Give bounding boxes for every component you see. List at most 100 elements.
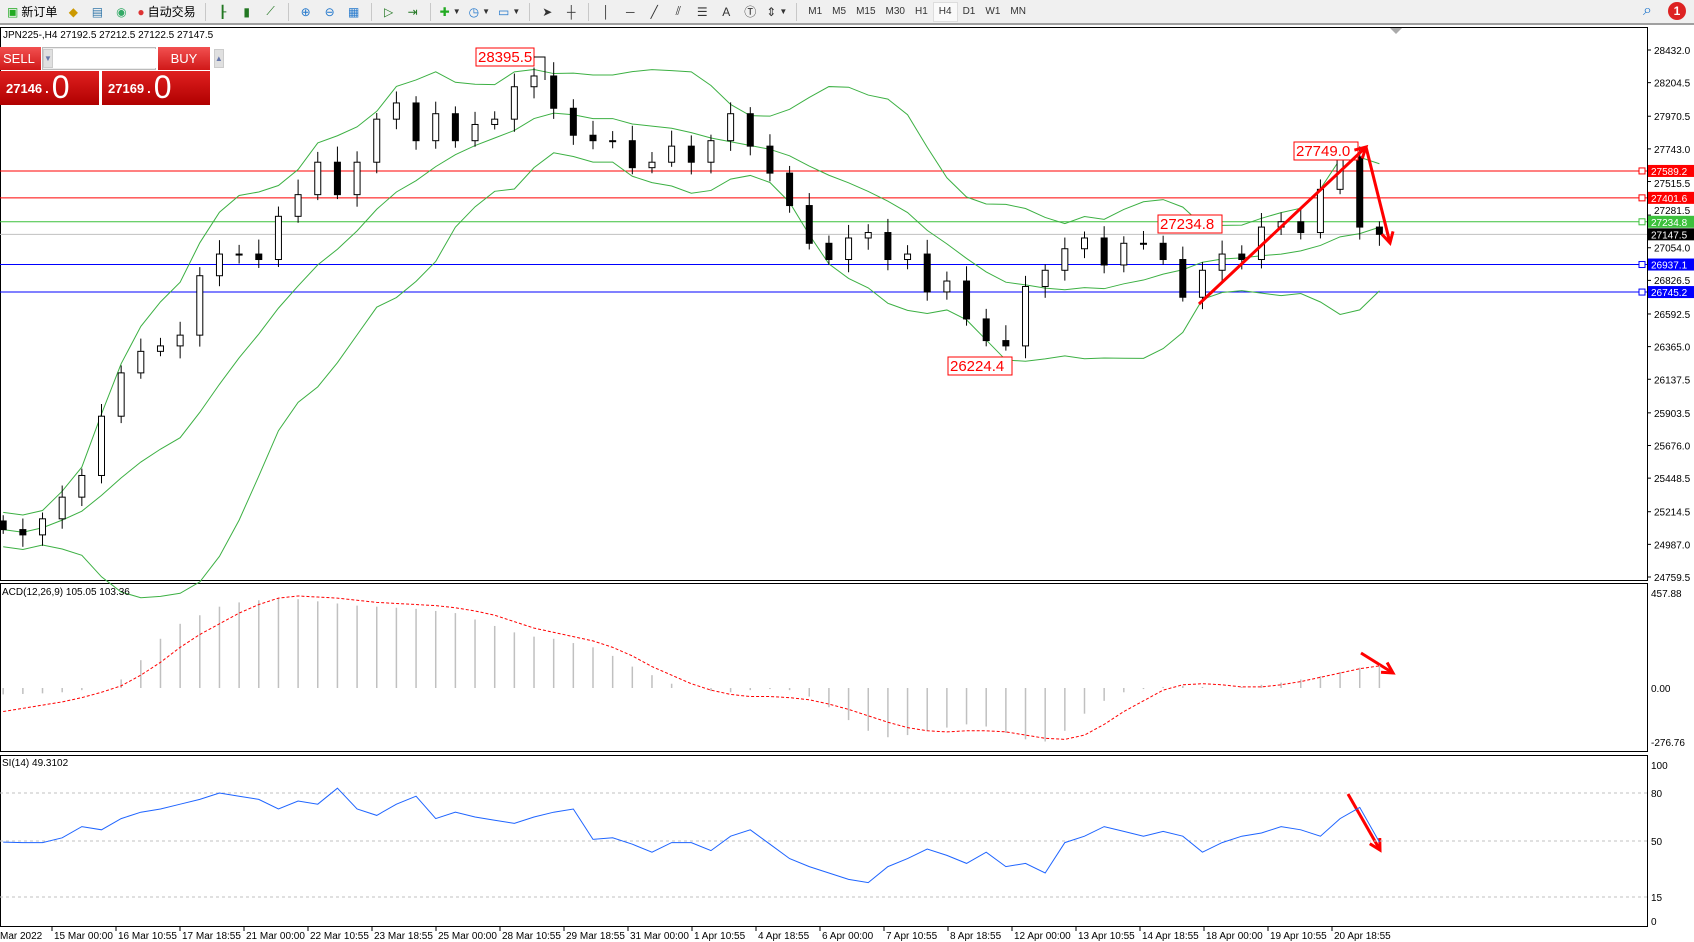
timeframe-m15[interactable]: M15 bbox=[856, 6, 876, 17]
trendline-button[interactable]: ╱ bbox=[643, 2, 665, 22]
time-label: 13 Apr 10:55 bbox=[1078, 931, 1135, 942]
level-handle bbox=[1638, 194, 1646, 202]
text-button[interactable]: A bbox=[715, 2, 737, 22]
timeframe-m1[interactable]: M1 bbox=[808, 6, 823, 17]
crosshair-icon: ┼ bbox=[567, 4, 576, 19]
indicators-button[interactable]: ✚ ▼ bbox=[437, 2, 464, 22]
candle-chart-button[interactable]: ▮ bbox=[236, 2, 258, 22]
candle bbox=[569, 107, 577, 136]
signals-button[interactable]: ▤ bbox=[86, 2, 108, 22]
price-tick-label: 24759.5 bbox=[1654, 573, 1691, 584]
level-label-bg bbox=[1648, 215, 1694, 228]
timeframe-h1[interactable]: H1 bbox=[914, 6, 928, 17]
price-tick-label: 27054.0 bbox=[1654, 244, 1691, 255]
timeframe-h4[interactable]: H4 bbox=[932, 1, 958, 22]
fibonacci-button[interactable]: ☰ bbox=[691, 2, 713, 22]
candle bbox=[255, 253, 263, 261]
chevron-down-icon: ▼ bbox=[452, 7, 461, 16]
candle bbox=[1179, 259, 1187, 298]
candle bbox=[471, 123, 479, 142]
zoom-in-button[interactable]: ⊕ bbox=[295, 2, 317, 22]
time-label: 28 Mar 10:55 bbox=[502, 931, 561, 942]
chart-shift-marker bbox=[1390, 28, 1402, 34]
time-label: 21 Mar 00:00 bbox=[246, 931, 305, 942]
rsi-label: SI(14) 49.3102 bbox=[2, 758, 69, 769]
candle bbox=[923, 253, 931, 293]
divider bbox=[529, 2, 531, 21]
search-icon[interactable]: ⌕ bbox=[1643, 2, 1652, 19]
divider bbox=[796, 2, 798, 21]
time-label: 22 Mar 10:55 bbox=[310, 931, 369, 942]
timeframe-m30[interactable]: M30 bbox=[885, 6, 905, 17]
candle bbox=[845, 237, 853, 261]
auto-scroll-button[interactable]: ▷ bbox=[378, 2, 400, 22]
horizontal-line-button[interactable]: ─ bbox=[619, 2, 641, 22]
indicators-icon: ✚ bbox=[439, 4, 450, 19]
price-tick-label: 27515.5 bbox=[1654, 179, 1691, 190]
arrows-button[interactable]: ⇕ ▼ bbox=[763, 2, 790, 22]
buy-button[interactable]: BUY bbox=[158, 47, 210, 70]
candle bbox=[727, 113, 735, 142]
candle-chart-icon: ▮ bbox=[243, 4, 250, 19]
zoom-out-button[interactable]: ⊖ bbox=[319, 2, 341, 22]
price-chart[interactable]: 28432.0 28204.5 27970.5 27743.0 27515.5 27281… bbox=[0, 27, 1694, 942]
candle bbox=[1022, 285, 1030, 347]
buy-price[interactable]: 27169. 0 bbox=[102, 71, 210, 105]
bollinger-upper bbox=[3, 69, 1380, 516]
time-label: Mar 2022 bbox=[0, 931, 43, 942]
history-center-icon: ◆ bbox=[68, 4, 78, 19]
line-chart-button[interactable]: ⟋ bbox=[260, 2, 282, 22]
time-label: 4 Apr 18:55 bbox=[758, 931, 810, 942]
price-annotation-box bbox=[1157, 214, 1223, 234]
price-tick-label: 24987.0 bbox=[1654, 540, 1691, 551]
chart-shift-button[interactable]: ⇥ bbox=[402, 2, 424, 22]
sell-button[interactable]: SELL bbox=[0, 47, 41, 70]
tile-windows-button[interactable]: ▦ bbox=[343, 2, 365, 22]
periods-button[interactable]: ◷ ▼ bbox=[466, 2, 493, 22]
candle bbox=[58, 496, 66, 520]
text-label-button[interactable]: Ⓣ bbox=[739, 2, 761, 22]
candle bbox=[510, 86, 518, 120]
candle bbox=[746, 113, 754, 147]
candle bbox=[904, 253, 912, 261]
auto-trading-button[interactable]: ● 自动交易 bbox=[137, 4, 196, 20]
rsi-tick-label: 100 bbox=[1651, 761, 1668, 772]
templates-button[interactable]: ▭ ▼ bbox=[495, 2, 523, 22]
price-annotation-box bbox=[947, 356, 1013, 376]
candle bbox=[884, 232, 892, 261]
templates-icon: ▭ bbox=[498, 4, 510, 19]
time-label: 15 Mar 00:00 bbox=[54, 931, 113, 942]
equidistant-channel-button[interactable]: ⫽ bbox=[667, 2, 689, 22]
notification-badge[interactable]: 1 bbox=[1668, 2, 1686, 20]
radio-button[interactable]: ◉ bbox=[110, 2, 132, 22]
price-tick-label: 28204.5 bbox=[1654, 79, 1691, 90]
candle bbox=[530, 75, 538, 88]
sell-price[interactable]: 27146. 0 bbox=[0, 71, 99, 105]
vertical-line-button[interactable]: │ bbox=[595, 2, 617, 22]
new-order-button[interactable]: ▣ 新订单 bbox=[7, 4, 58, 20]
candle bbox=[589, 134, 597, 142]
trendline-icon: ╱ bbox=[650, 4, 658, 19]
main-toolbar: ▣ 新订单 ◆ ▤ ◉ ● 自动交易 ┠ ▮ ⟋ ⊕ ⊖ ▦ ▷ ⇥ ✚ ▼ ◷ ▼ ▭… bbox=[0, 0, 1694, 25]
divider bbox=[429, 2, 431, 21]
timeframe-mn[interactable]: MN bbox=[1010, 6, 1026, 17]
timeframe-w1[interactable]: W1 bbox=[985, 6, 1001, 17]
bar-chart-button[interactable]: ┠ bbox=[212, 2, 234, 22]
level-label-bg bbox=[1648, 191, 1694, 204]
lot-decrease-button[interactable]: ▼ bbox=[43, 49, 53, 68]
crosshair-button[interactable]: ┼ bbox=[560, 2, 582, 22]
downtrend-arrow-head bbox=[1380, 231, 1395, 247]
timeframe-m5[interactable]: M5 bbox=[832, 6, 847, 17]
price-tick-label: 27743.0 bbox=[1654, 145, 1691, 156]
bollinger-middle bbox=[3, 112, 1380, 533]
candle bbox=[392, 102, 400, 120]
bar-chart-icon: ┠ bbox=[219, 4, 227, 19]
candle bbox=[687, 145, 695, 163]
timeframe-d1[interactable]: D1 bbox=[962, 6, 976, 17]
vertical-line-icon: │ bbox=[602, 4, 611, 19]
history-center-button[interactable]: ◆ bbox=[62, 2, 84, 22]
candle bbox=[314, 161, 322, 196]
candle bbox=[333, 161, 341, 196]
cursor-button[interactable]: ➤ bbox=[536, 2, 558, 22]
lot-increase-button[interactable]: ▲ bbox=[213, 49, 224, 68]
